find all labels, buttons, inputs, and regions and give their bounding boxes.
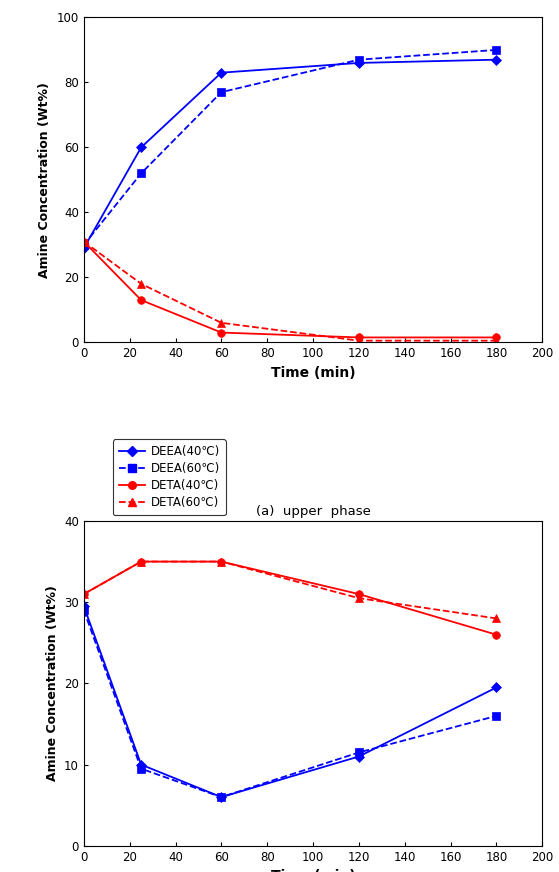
Text: (a)  upper  phase: (a) upper phase	[255, 505, 371, 518]
X-axis label: Time (min): Time (min)	[271, 869, 356, 872]
Legend: DEEA(40℃), DEEA(60℃), DETA(40℃), DETA(60℃): DEEA(40℃), DEEA(60℃), DETA(40℃), DETA(60…	[113, 439, 226, 515]
Y-axis label: Amine Concentration (Wt%): Amine Concentration (Wt%)	[45, 585, 59, 781]
X-axis label: Time (min): Time (min)	[271, 365, 356, 379]
Y-axis label: Amine Concentration (Wt%): Amine Concentration (Wt%)	[38, 82, 51, 278]
